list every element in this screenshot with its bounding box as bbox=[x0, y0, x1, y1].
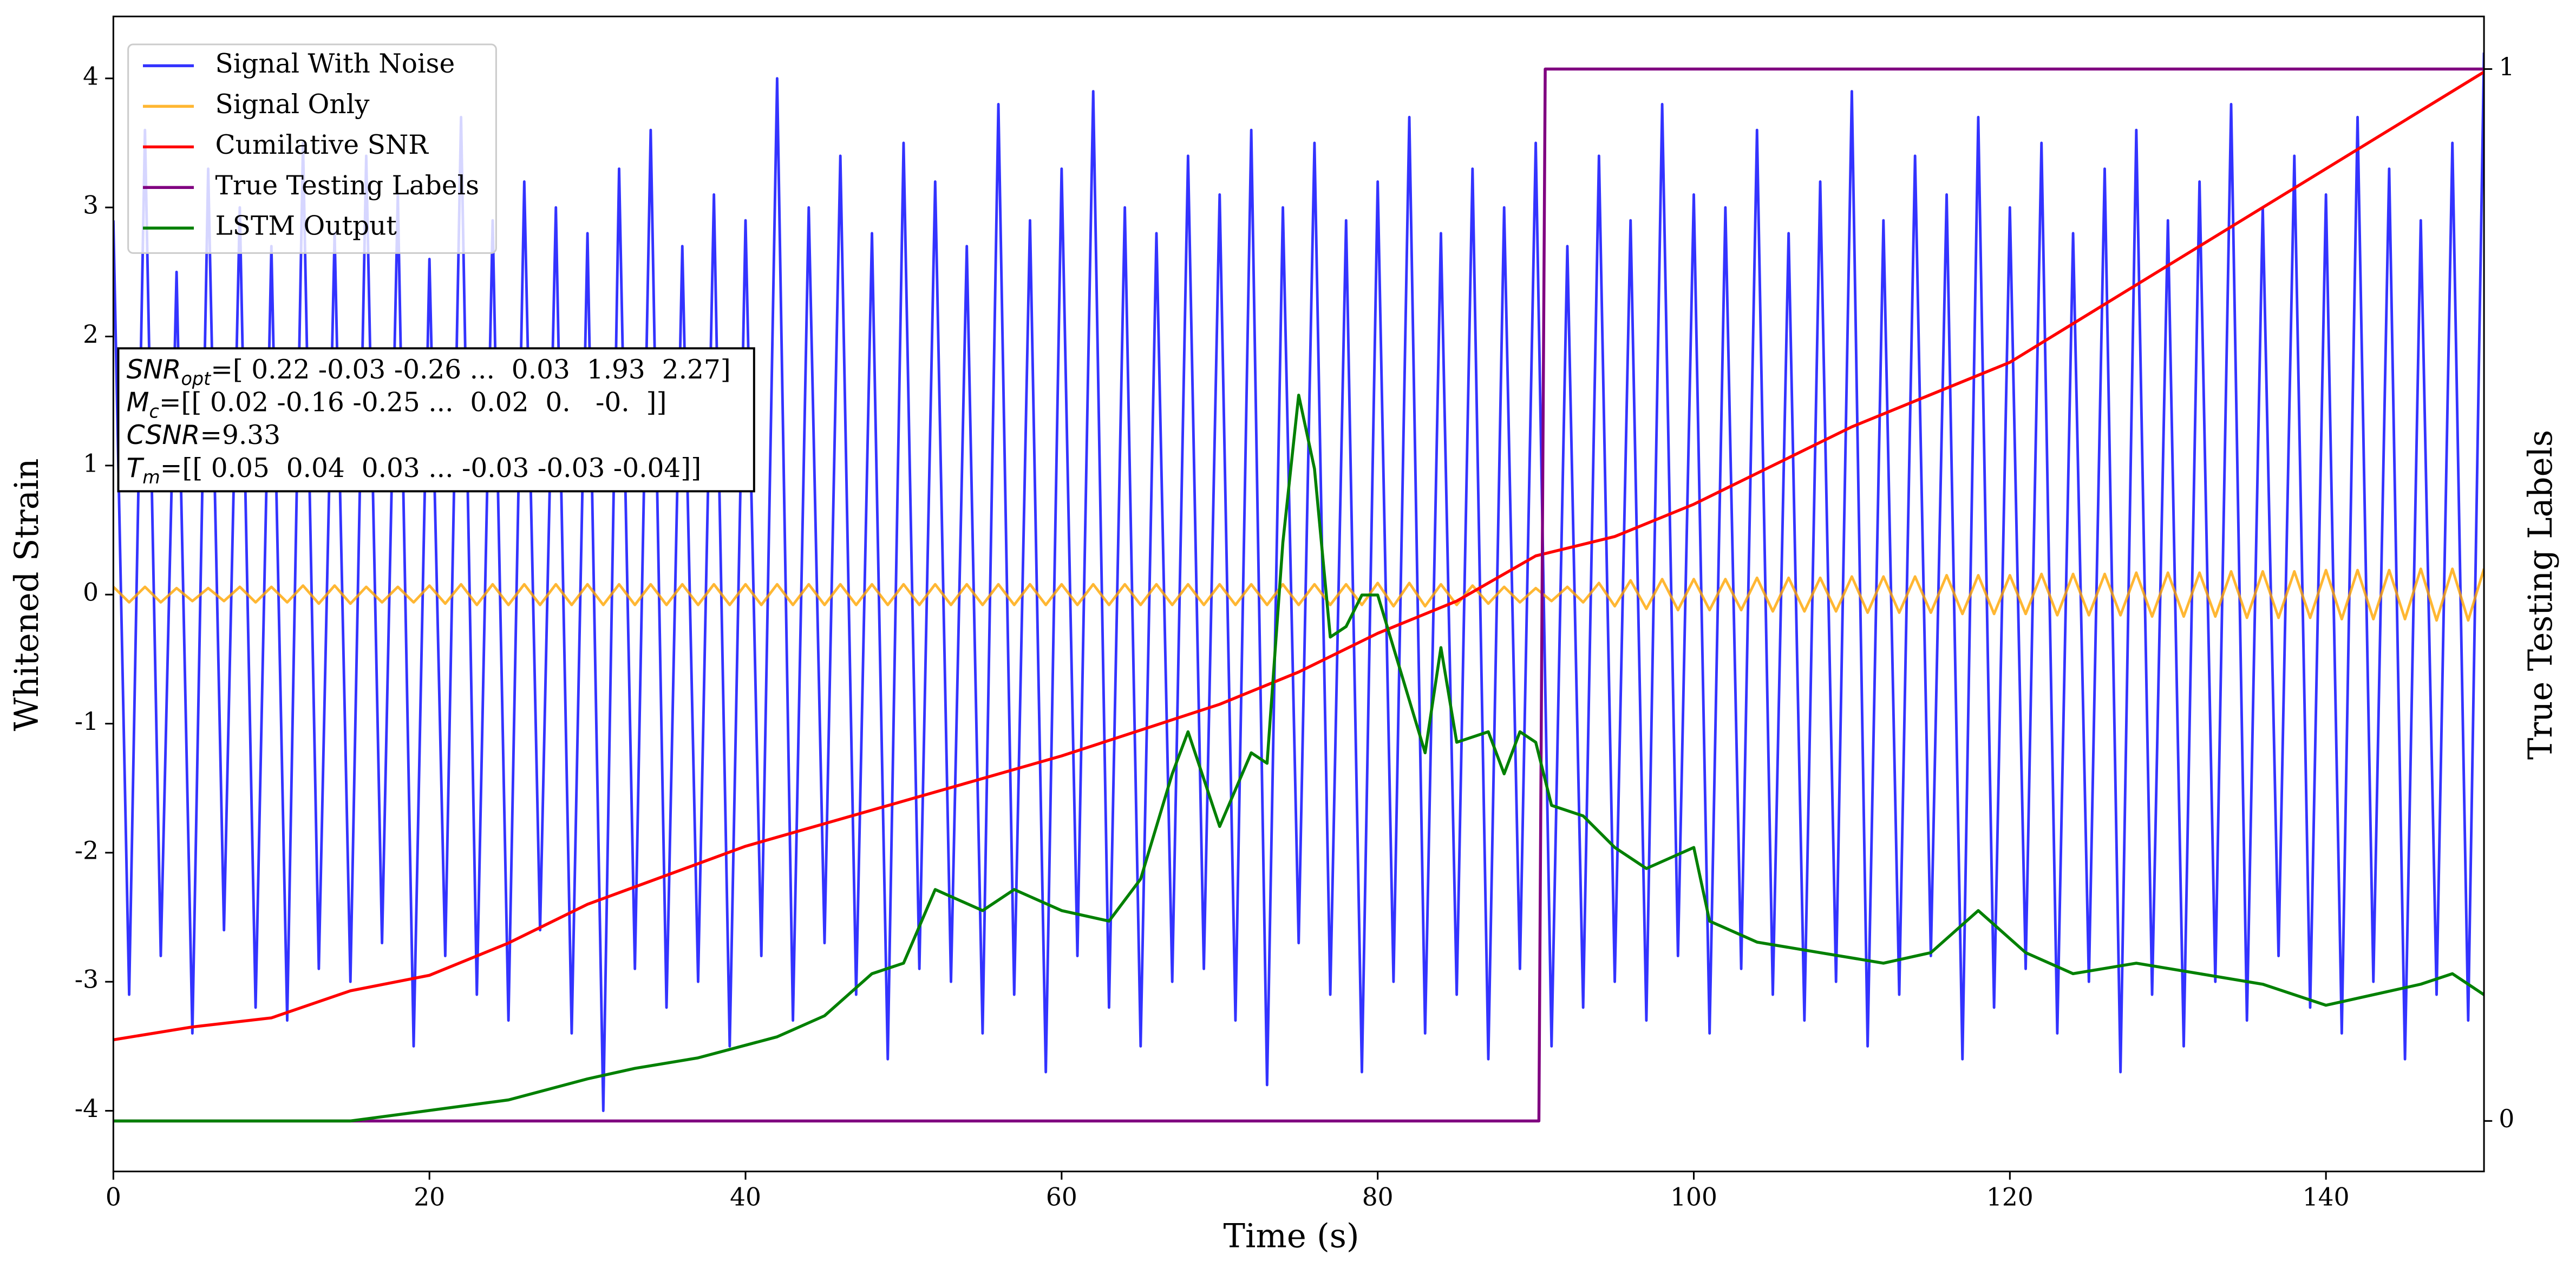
annotation-text: =[ 0.22 -0.03 -0.26 ... 0.03 1.93 2.27] bbox=[211, 354, 731, 384]
x-tick-label: 40 bbox=[730, 1183, 761, 1212]
series-line bbox=[113, 67, 2485, 1123]
series-line bbox=[113, 394, 2485, 1123]
legend-label: Signal Only bbox=[215, 89, 370, 120]
annotation-text: =9.33 bbox=[200, 420, 280, 450]
annotation-subscript: c bbox=[149, 401, 159, 422]
y2-axis-label: True Testing Labels bbox=[2522, 430, 2560, 760]
y2-tick-label: 1 bbox=[2499, 53, 2514, 81]
y-tick-label: -1 bbox=[75, 707, 99, 736]
x-tick-label: 140 bbox=[2303, 1183, 2350, 1212]
legend-label: Signal With Noise bbox=[215, 49, 455, 79]
x-tick-label: 100 bbox=[1670, 1183, 1717, 1212]
plot-area bbox=[113, 53, 2485, 1123]
legend-label: LSTM Output bbox=[215, 211, 397, 241]
y2-tick-label: 0 bbox=[2499, 1105, 2514, 1133]
series-line bbox=[113, 567, 2485, 622]
series-line bbox=[113, 70, 2485, 1042]
series-line bbox=[113, 53, 2485, 1112]
annotation-subscript: m bbox=[142, 467, 160, 488]
legend-box bbox=[127, 43, 497, 254]
y-tick-label: -4 bbox=[75, 1094, 99, 1123]
y-tick-label: 3 bbox=[83, 191, 99, 220]
x-tick-label: 20 bbox=[414, 1183, 445, 1212]
x-tick-label: 80 bbox=[1362, 1183, 1394, 1212]
annotation-symbol: T bbox=[127, 453, 145, 484]
y-tick-label: -3 bbox=[75, 965, 99, 994]
overlay: 0 20 40 60 80 100 120 140-4-3-2-10123401Signal … bbox=[75, 43, 2514, 1212]
annotation-line: Mc=[[ 0.02 -0.16 -0.25 ... 0.02 0. -0. ]… bbox=[127, 387, 667, 422]
annotation-line: SNRopt=[ 0.22 -0.03 -0.26 ... 0.03 1.93 … bbox=[127, 354, 731, 389]
legend-label: True Testing Labels bbox=[215, 171, 480, 201]
y-tick-label: 4 bbox=[83, 62, 99, 90]
annotation-line: Tm=[[ 0.05 0.04 0.03 ... -0.03 -0.03 -0.… bbox=[127, 453, 702, 487]
annotation-line: CSNR=9.33 bbox=[127, 420, 280, 451]
x-tick-label: 0 bbox=[106, 1183, 121, 1212]
annotation-symbol: SNR bbox=[127, 355, 181, 385]
legend-label: Cumilative SNR bbox=[215, 130, 429, 160]
y-tick-label: -2 bbox=[75, 836, 99, 865]
annotation-symbol: CSNR bbox=[127, 420, 200, 450]
annotation-symbol: M bbox=[127, 388, 149, 418]
y-tick-label: 1 bbox=[83, 449, 99, 478]
y-axis-label: Whitened Strain bbox=[8, 459, 46, 731]
y-tick-label: 2 bbox=[83, 320, 99, 349]
x-tick-label: 60 bbox=[1046, 1183, 1077, 1212]
y-tick-label: 0 bbox=[83, 578, 99, 607]
annotation-text: =[[ 0.05 0.04 0.03 ... -0.03 -0.03 -0.04… bbox=[160, 453, 701, 483]
annotation-subscript: opt bbox=[181, 368, 212, 389]
x-tick-label: 120 bbox=[1986, 1183, 2034, 1212]
annotation-text: =[[ 0.02 -0.16 -0.25 ... 0.02 0. -0. ]] bbox=[159, 387, 667, 417]
annotation-box bbox=[117, 347, 755, 493]
x-axis-label: Time (s) bbox=[1224, 1218, 1359, 1256]
